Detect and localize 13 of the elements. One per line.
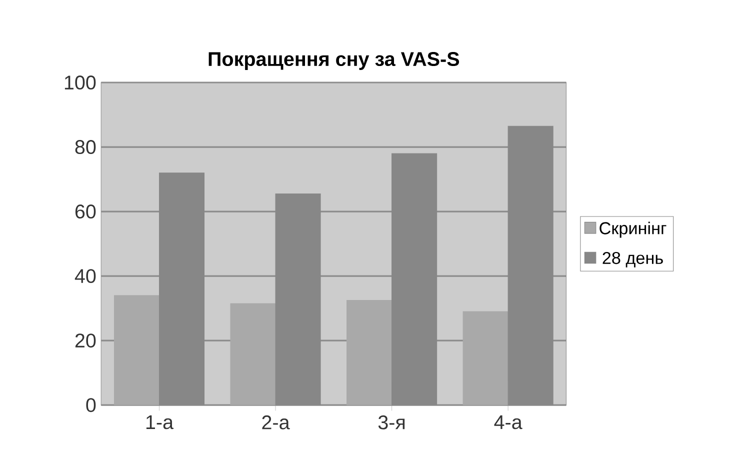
- legend-label: 28 день: [602, 252, 663, 268]
- y-tick-label: 100: [64, 76, 96, 90]
- y-tick-label: 40: [74, 269, 96, 284]
- chart-title: Покращення сну за VAS-S: [208, 52, 460, 70]
- x-tick-label: 1-а: [146, 416, 174, 430]
- y-tick-label: 80: [75, 140, 96, 154]
- y-tick-label: 20: [75, 334, 96, 348]
- x-tick-label: 4-а: [494, 416, 522, 430]
- y-tick-label: 60: [75, 204, 96, 219]
- legend-label: Скринінг: [600, 222, 666, 238]
- x-tick-label: 2-а: [262, 416, 290, 430]
- x-tick-label: 3-я: [378, 416, 405, 430]
- y-tick-label: 0: [86, 398, 96, 412]
